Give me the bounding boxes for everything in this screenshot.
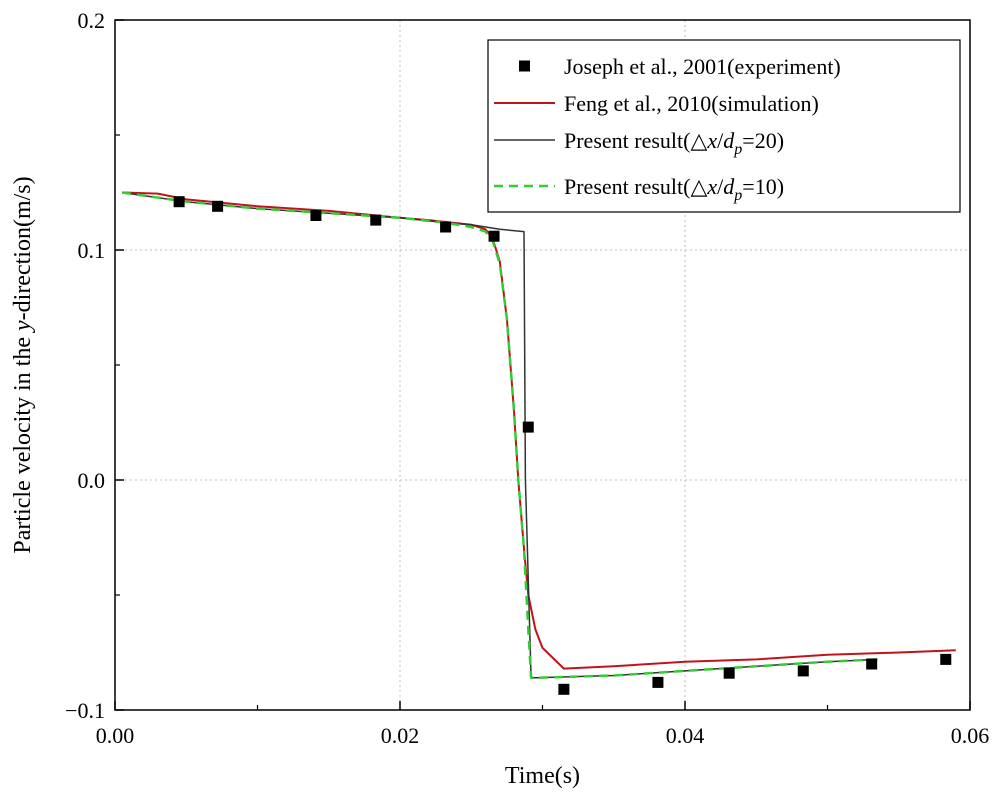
data-point-joseph <box>797 665 809 677</box>
legend-label-present-10-sub: p <box>733 187 742 204</box>
y-axis-title-suffix: -direction(m/s) <box>10 176 36 320</box>
y-axis-title: Particle velocity in the y-direction(m/s… <box>10 176 36 553</box>
legend-label-present-20-sub: p <box>733 141 742 158</box>
y-axis-title-italic: y <box>10 320 36 333</box>
legend-label-present-10: Present result(△x/dp=10) <box>564 174 784 204</box>
legend-label-present-20: Present result(△x/dp=20) <box>564 128 784 158</box>
data-point-joseph <box>866 658 878 670</box>
legend-label-present-10-prefix: Present result(△ <box>564 174 707 199</box>
data-point-joseph <box>173 196 185 208</box>
series-line-feng <box>122 191 956 670</box>
legend-label-present-20-d: d <box>723 128 735 153</box>
data-point-joseph <box>488 230 500 242</box>
y-tick-label: 0.0 <box>78 468 106 493</box>
legend-label-present-10-slash: / <box>717 174 724 199</box>
series-line-present-10 <box>121 191 878 680</box>
legend-label-joseph: Joseph et al., 2001(experiment) <box>564 54 841 79</box>
data-point-joseph <box>522 421 534 433</box>
data-point-joseph <box>310 210 322 221</box>
data-point-joseph <box>723 667 735 679</box>
legend-label-present-20-slash: / <box>717 128 724 153</box>
y-tick-label: 0.1 <box>78 238 106 263</box>
legend-marker-joseph <box>519 60 530 72</box>
data-point-joseph <box>370 214 382 226</box>
data-point-joseph <box>940 653 952 665</box>
x-tick-label: 0.02 <box>381 723 420 748</box>
x-tick-label: 0.06 <box>951 723 990 748</box>
legend-label-feng: Feng et al., 2010(simulation) <box>564 91 819 116</box>
y-axis-title-prefix: Particle velocity in the <box>10 331 36 554</box>
y-tick-label: 0.2 <box>78 8 106 33</box>
legend-label-present-20-suffix: =20) <box>742 128 784 153</box>
legend-label-present-10-suffix: =10) <box>742 174 784 199</box>
axis-ticks: 0.00 0.02 0.04 0.06 −0.1 0.0 0.1 0.2 <box>65 8 989 748</box>
legend-label-present-20-prefix: Present result(△ <box>564 128 707 153</box>
x-tick-label: 0.04 <box>666 723 705 748</box>
data-point-joseph <box>212 200 224 212</box>
plot-series <box>121 191 956 695</box>
legend-label-present-20-x: x <box>706 128 717 153</box>
x-axis-title: Time(s) <box>505 763 580 789</box>
data-point-joseph <box>440 221 452 233</box>
y-tick-label: −0.1 <box>65 698 105 723</box>
x-tick-label: 0.00 <box>96 723 135 748</box>
data-point-joseph <box>652 676 664 688</box>
legend: Joseph et al., 2001(experiment) Feng et … <box>487 39 961 213</box>
legend-label-present-10-d: d <box>723 174 735 199</box>
legend-label-present-10-x: x <box>706 174 717 199</box>
legend-box <box>487 39 961 213</box>
data-point-joseph <box>558 683 570 695</box>
